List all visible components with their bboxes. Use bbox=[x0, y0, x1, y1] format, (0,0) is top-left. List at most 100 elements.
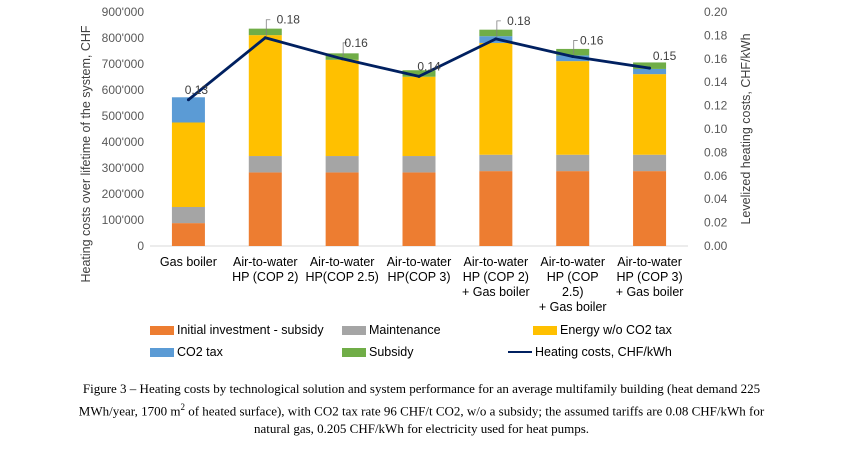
bar-segment-co2-tax bbox=[556, 55, 590, 62]
x-category-label: + Gas boiler bbox=[462, 285, 530, 299]
legend-label-maintenance: Maintenance bbox=[369, 323, 441, 337]
caption-superscript: 2 bbox=[180, 402, 185, 412]
y-left-tick-label: 100'000 bbox=[102, 213, 145, 227]
bar-segment-investment bbox=[325, 172, 359, 246]
bar-segment-energy bbox=[171, 122, 205, 207]
y-left-tick-label: 500'000 bbox=[102, 109, 145, 123]
legend-swatch-maintenance bbox=[342, 325, 366, 335]
heating-cost-point bbox=[494, 37, 498, 41]
chart-legend: Initial investment - subsidy Maintenance… bbox=[0, 318, 843, 368]
heating-cost-point bbox=[263, 36, 267, 40]
data-label: 0.13 bbox=[185, 83, 209, 97]
legend-item-energy: Energy w/o CO2 tax bbox=[533, 323, 672, 337]
x-category-label: HP (COP 2) bbox=[232, 270, 298, 284]
y-right-tick-label: 0.20 bbox=[704, 5, 728, 19]
bar-segment-subsidy bbox=[402, 70, 436, 77]
bar-segment-subsidy bbox=[479, 29, 513, 37]
bar-segment-maintenance bbox=[402, 156, 436, 173]
y-left-tick-label: 700'000 bbox=[102, 57, 145, 71]
bar-segment-investment bbox=[633, 171, 667, 246]
legend-item-maintenance: Maintenance bbox=[342, 323, 441, 337]
bar-segment-co2-tax bbox=[171, 97, 205, 123]
x-category-label: Air-to-water bbox=[387, 255, 452, 269]
x-category-label: HP (COP 2) bbox=[463, 270, 529, 284]
bar-segment-energy bbox=[479, 42, 513, 155]
data-label: 0.16 bbox=[580, 33, 604, 47]
bar-segment-subsidy bbox=[556, 48, 590, 56]
bar-segment-maintenance bbox=[556, 154, 590, 172]
legend-swatch-subsidy bbox=[342, 347, 366, 357]
heating-cost-point bbox=[417, 74, 421, 78]
x-category-label: Air-to-water bbox=[464, 255, 529, 269]
x-category-label: Air-to-water bbox=[540, 255, 605, 269]
x-category-label: HP (COP bbox=[547, 270, 599, 284]
legend-item-initial-investment: Initial investment - subsidy bbox=[150, 323, 324, 337]
y-right-tick-label: 0.16 bbox=[704, 52, 728, 66]
bar-segment-maintenance bbox=[633, 154, 667, 172]
bar-segment-energy bbox=[633, 74, 667, 155]
caption-line-2-start: MWh/year, 1700 m bbox=[78, 403, 181, 419]
bar-segment-investment bbox=[556, 171, 590, 246]
x-category-label: Air-to-water bbox=[310, 255, 375, 269]
bar-segment-investment bbox=[248, 172, 282, 246]
bar-segment-energy bbox=[325, 59, 359, 157]
bar-segment-maintenance bbox=[479, 154, 513, 172]
data-label: 0.18 bbox=[277, 13, 301, 27]
y-left-tick-label: 0 bbox=[137, 239, 144, 253]
bar-segment-subsidy bbox=[248, 28, 282, 36]
caption-line-2: MWh/year, 1700 m2 of heated surface), wi… bbox=[12, 398, 831, 420]
x-category-label: + Gas boiler bbox=[616, 285, 684, 299]
y-right-tick-label: 0.04 bbox=[704, 192, 728, 206]
bar-segment-energy bbox=[248, 35, 282, 157]
legend-label-heating-costs: Heating costs, CHF/kWh bbox=[535, 345, 672, 359]
x-category-label: Air-to-water bbox=[617, 255, 682, 269]
legend-item-heating-costs: Heating costs, CHF/kWh bbox=[508, 345, 672, 359]
figure-caption: Figure 3 – Heating costs by technologica… bbox=[12, 380, 831, 438]
legend-line-heating-costs bbox=[508, 351, 532, 353]
bar-segment-co2-tax bbox=[633, 68, 667, 75]
x-category-label: HP(COP 2.5) bbox=[305, 270, 378, 284]
x-category-label: + Gas boiler bbox=[539, 300, 607, 314]
y-left-tick-label: 300'000 bbox=[102, 161, 145, 175]
y-right-tick-label: 0.10 bbox=[704, 122, 728, 136]
y-right-tick-label: 0.06 bbox=[704, 169, 728, 183]
legend-label-energy: Energy w/o CO2 tax bbox=[560, 323, 672, 337]
caption-line-3: natural gas, 0.205 CHF/kWh for electrici… bbox=[253, 421, 590, 437]
bar-segment-maintenance bbox=[325, 156, 359, 173]
bar-segment-maintenance bbox=[248, 156, 282, 173]
legend-label-initial-investment: Initial investment - subsidy bbox=[177, 323, 324, 337]
legend-label-co2-tax: CO2 tax bbox=[177, 345, 223, 359]
x-category-label: HP(COP 3) bbox=[388, 270, 451, 284]
heating-cost-point bbox=[186, 98, 190, 102]
data-label-leader bbox=[265, 19, 271, 36]
data-label-leader bbox=[342, 42, 348, 57]
data-label-leader bbox=[496, 20, 501, 37]
x-category-label: Gas boiler bbox=[160, 255, 217, 269]
bar-segment-subsidy bbox=[633, 62, 667, 69]
y-right-tick-label: 0.14 bbox=[704, 75, 728, 89]
data-label-leader bbox=[573, 40, 578, 55]
heating-cost-point bbox=[648, 66, 652, 70]
heating-cost-point bbox=[571, 54, 575, 58]
x-category-label: HP (COP 3) bbox=[616, 270, 682, 284]
legend-swatch-energy bbox=[533, 325, 557, 335]
caption-line-2-end: of heated surface), with CO2 tax rate 96… bbox=[184, 403, 765, 419]
y-right-tick-label: 0.18 bbox=[704, 28, 728, 42]
bar-segment-energy bbox=[402, 76, 436, 157]
heating-cost-point bbox=[340, 57, 344, 61]
bar-segment-subsidy bbox=[325, 53, 359, 60]
y-left-tick-label: 800'000 bbox=[102, 31, 145, 45]
bar-segment-investment bbox=[402, 172, 436, 246]
x-category-label: 2.5) bbox=[562, 285, 584, 299]
stacked-bar-line-chart: 0 100'000 200'000 300'000 400'000 500'000 600'… bbox=[79, 5, 753, 314]
bar-segment-energy bbox=[556, 61, 590, 155]
legend-swatch-co2-tax bbox=[150, 347, 174, 357]
bar-segment-investment bbox=[171, 223, 205, 246]
legend-item-co2-tax: CO2 tax bbox=[150, 345, 223, 359]
y-right-tick-label: 0.02 bbox=[704, 216, 728, 230]
legend-swatch-initial-investment bbox=[150, 325, 174, 335]
caption-line-1: Figure 3 – Heating costs by technologica… bbox=[82, 381, 761, 396]
y-left-tick-label: 600'000 bbox=[102, 83, 145, 97]
y-right-tick-label: 0.08 bbox=[704, 145, 728, 159]
y-left-tick-label: 400'000 bbox=[102, 135, 145, 149]
